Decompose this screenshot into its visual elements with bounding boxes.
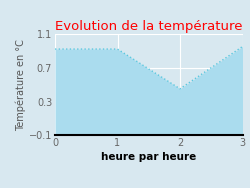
Y-axis label: Température en °C: Température en °C: [16, 39, 26, 130]
X-axis label: heure par heure: heure par heure: [101, 152, 196, 162]
Title: Evolution de la température: Evolution de la température: [55, 20, 242, 33]
